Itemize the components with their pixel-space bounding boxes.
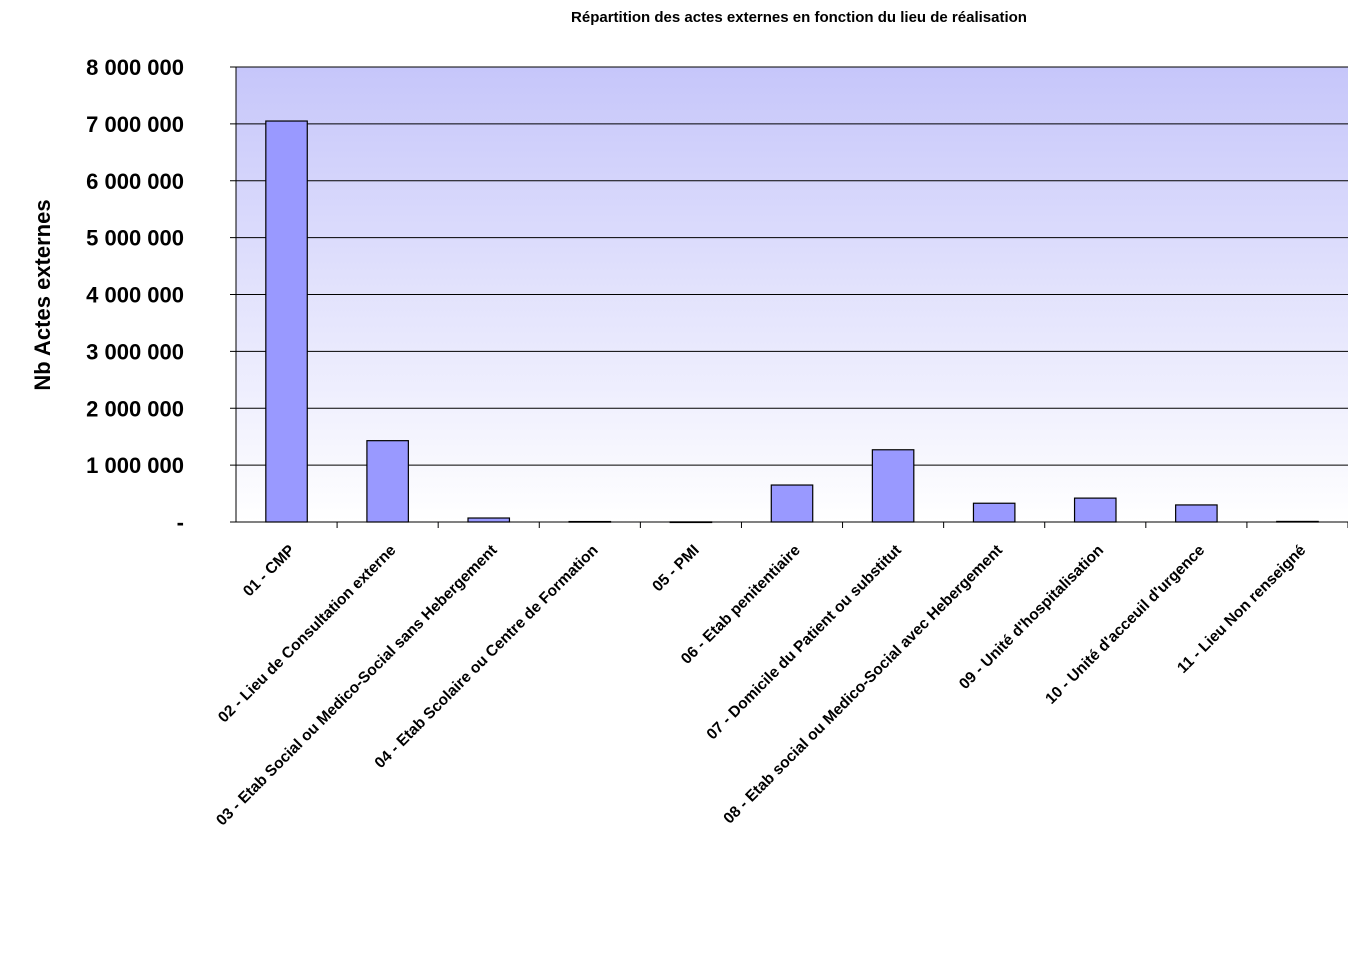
bar [871, 449, 915, 523]
bar [1073, 497, 1117, 523]
y-tick-label: 6 000 000 [86, 169, 184, 194]
x-tick-label: 10 - Unité d'acceuil d'urgence [1042, 542, 1208, 708]
y-tick-label: 8 000 000 [86, 55, 184, 80]
y-tick-label: 2 000 000 [86, 396, 184, 421]
x-tick-label: 04 - Etab Scolaire ou Centre de Formatio… [372, 542, 602, 772]
bar [467, 517, 511, 523]
y-tick-label: 7 000 000 [86, 112, 184, 137]
y-tick-labels: - 1 000 000 2 000 000 3 000 000 4 000 000 5 0… [86, 55, 184, 535]
bar [265, 120, 308, 523]
bar [770, 484, 814, 523]
chart-title: Répartition des actes externes en foncti… [571, 9, 1027, 26]
x-tick-label: 07 - Domicile du Patient ou substitut [704, 542, 905, 743]
y-axis-label: Nb Actes externes [30, 199, 55, 390]
x-tick-label: 05 - PMI [649, 542, 702, 595]
y-tick-label: 5 000 000 [86, 226, 184, 251]
x-tick-label: 01 - CMP [240, 542, 298, 600]
x-tick-label: 02 - Lieu de Consultation externe [215, 542, 400, 727]
y-tick-label: 3 000 000 [86, 339, 184, 364]
bar [972, 502, 1016, 523]
bar [366, 440, 409, 523]
y-tick-label: 4 000 000 [86, 283, 184, 308]
y-tick-label: 1 000 000 [86, 453, 184, 478]
bar [1175, 504, 1218, 523]
y-tick-label: - [177, 510, 184, 535]
bars [265, 120, 1319, 524]
